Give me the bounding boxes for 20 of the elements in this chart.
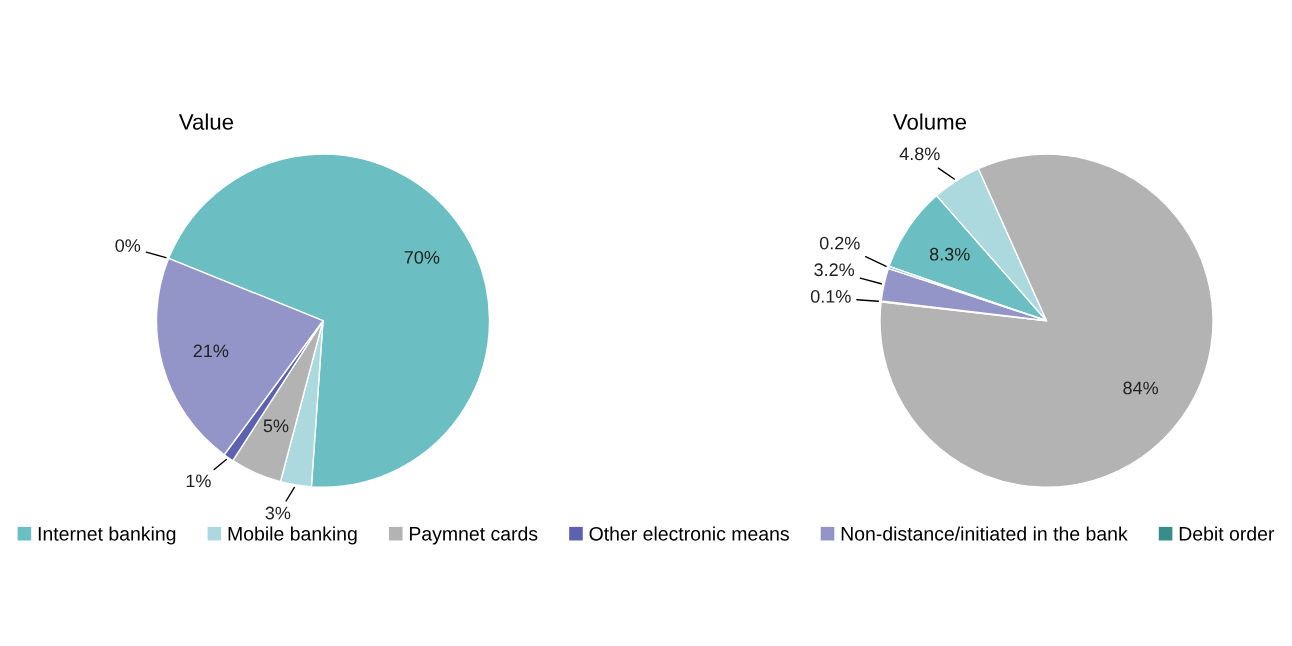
data-label: 3.2% bbox=[814, 263, 855, 277]
data-label: 84% bbox=[1123, 381, 1159, 395]
legend-label: Debit order bbox=[1179, 526, 1275, 541]
data-label: 21% bbox=[193, 344, 229, 358]
data-label: 0.1% bbox=[810, 289, 851, 303]
text: 0% bbox=[115, 239, 141, 252]
legend-label: Other electronic means bbox=[589, 526, 789, 541]
data-label: 3% bbox=[265, 506, 291, 520]
legend-label: Mobile banking bbox=[228, 526, 357, 545]
data-label: 4.8% bbox=[899, 147, 940, 161]
legend-label: Paymnet cards bbox=[409, 526, 538, 545]
chart-title: Volume bbox=[892, 113, 967, 130]
legend-label: Internet banking bbox=[38, 526, 176, 545]
data-label: 1% bbox=[186, 474, 211, 488]
data-label: 70% bbox=[404, 250, 440, 264]
legend-label: Non-distance/initiated in the bank bbox=[841, 526, 1128, 541]
chart-title: Value bbox=[178, 113, 234, 130]
data-label: 8.3% bbox=[929, 247, 970, 261]
data-label: 0.2% bbox=[819, 236, 860, 250]
data-label: 5% bbox=[263, 419, 289, 433]
